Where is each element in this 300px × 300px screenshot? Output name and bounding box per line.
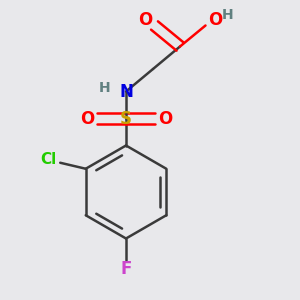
- Text: Cl: Cl: [41, 152, 57, 167]
- Text: O: O: [208, 11, 222, 29]
- Text: O: O: [158, 110, 172, 128]
- Text: H: H: [99, 82, 111, 95]
- Text: S: S: [120, 110, 132, 128]
- Text: F: F: [120, 260, 132, 278]
- Text: O: O: [80, 110, 94, 128]
- Text: O: O: [138, 11, 152, 29]
- Text: H: H: [222, 8, 234, 22]
- Text: N: N: [119, 82, 133, 100]
